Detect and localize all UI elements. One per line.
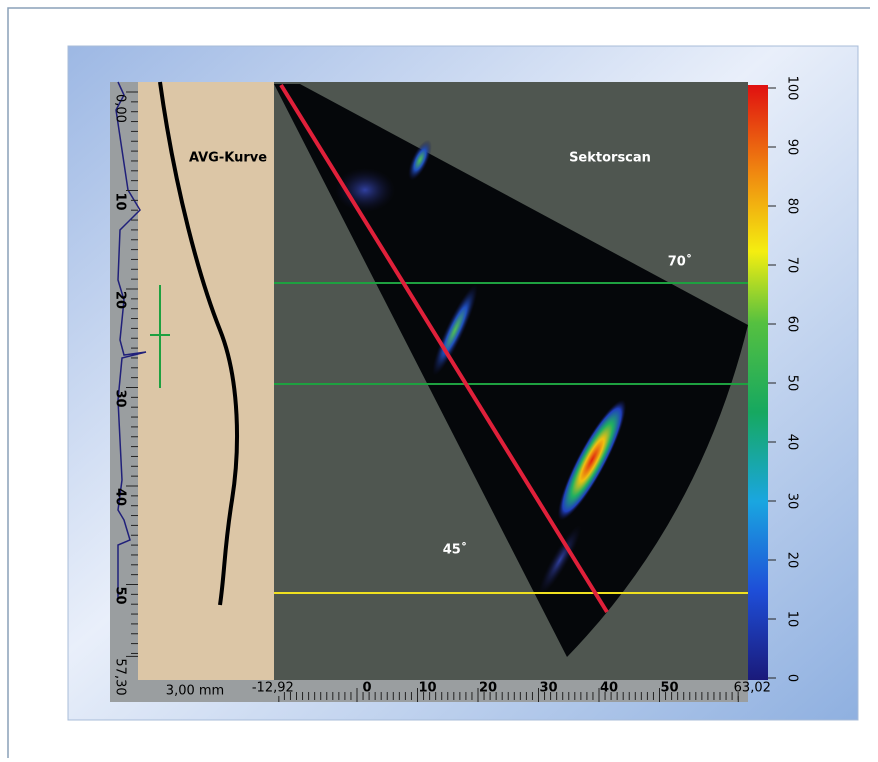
colorbar-tick-label: 70: [785, 257, 800, 274]
x-tick-label: 50: [660, 681, 678, 696]
depth-tick-label: 50: [113, 587, 128, 605]
colorbar-tick-label: 0: [785, 674, 800, 682]
colorbar-tick-label: 40: [785, 434, 800, 451]
colorbar-tick-label: 60: [785, 316, 800, 333]
colorbar-tick-label: 20: [785, 552, 800, 569]
x-tick-label: 40: [600, 681, 618, 696]
colorbar: [748, 85, 768, 680]
angle-label: 45˚: [443, 542, 468, 558]
x-tick-label: 20: [479, 681, 497, 696]
colorbar-tick-label: 90: [785, 139, 800, 156]
x-tick-label: 0: [362, 681, 371, 696]
depth-tick-label: 10: [113, 193, 128, 211]
depth-tick-label: 40: [113, 488, 128, 506]
colorbar-tick-label: 30: [785, 493, 800, 510]
x-tick-label: 30: [539, 681, 557, 696]
depth-tick-label: 20: [113, 291, 128, 309]
colorbar-tick-label: 100: [785, 76, 800, 101]
angle-label: 70˚: [668, 254, 693, 270]
depth-tick-label: 57,30: [113, 658, 128, 695]
figure: AVG-Kurve Sektorscan 70˚ 45˚ 3,00 mm 0,0…: [0, 0, 878, 758]
colorbar-tick-label: 50: [785, 375, 800, 392]
colorbar-tick-label: 10: [785, 611, 800, 628]
avg-panel: [138, 82, 274, 680]
x-tick-label: 10: [418, 681, 436, 696]
resolution-label: 3,00 mm: [166, 684, 224, 699]
depth-tick-label: 30: [113, 390, 128, 408]
avg-label: AVG-Kurve: [189, 151, 267, 166]
depth-tick-label: 0,00: [113, 94, 128, 123]
x-tick-label: 63,02: [734, 681, 771, 696]
colorbar-tick-label: 80: [785, 198, 800, 215]
x-tick-label: -12,92: [252, 681, 294, 696]
sector-label: Sektorscan: [569, 151, 651, 166]
